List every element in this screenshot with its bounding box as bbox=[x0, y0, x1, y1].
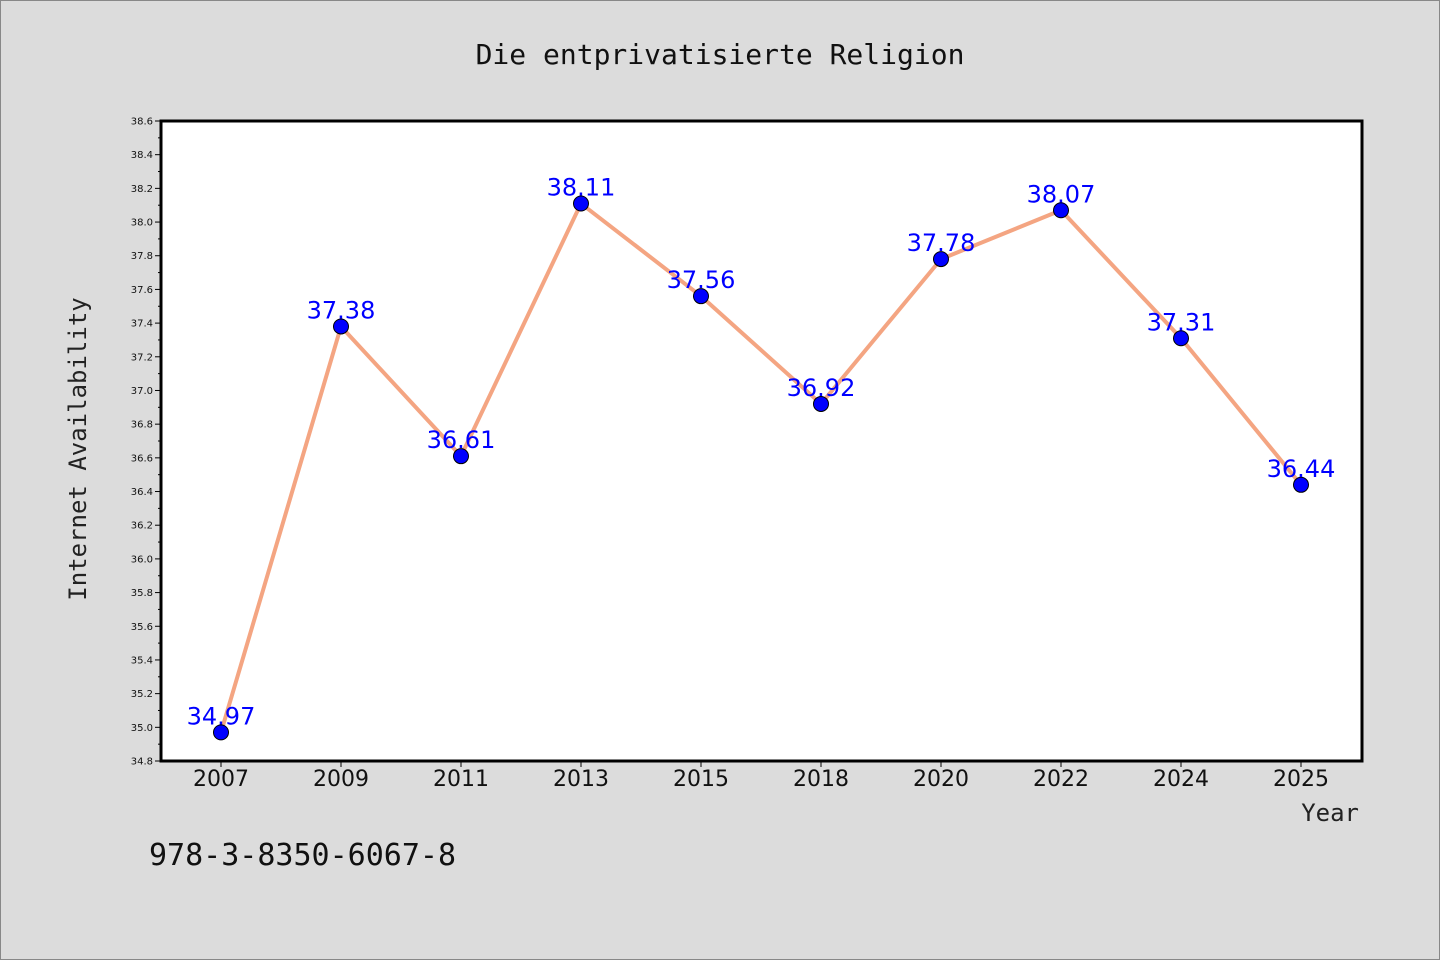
y-tick-label: 36.2 bbox=[131, 521, 153, 532]
data-label: 37.78 bbox=[907, 229, 976, 257]
y-tick-label: 36.6 bbox=[131, 453, 153, 464]
x-axis-ticks: 2007 2009 2011 2013 2015 2018 2020 2022 2024 2025 bbox=[193, 761, 1329, 792]
x-tick-label: 2025 bbox=[1273, 767, 1329, 792]
y-tick-label: 35.0 bbox=[131, 723, 153, 734]
data-label: 37.38 bbox=[307, 296, 376, 324]
y-axis-ticks: 34.8 35.0 35.2 35.4 35.6 35.8 36.0 36.2 36.4 36.6… bbox=[131, 117, 161, 768]
data-label: 36.61 bbox=[427, 426, 496, 454]
y-tick-label: 37.6 bbox=[131, 285, 153, 296]
data-point bbox=[813, 395, 829, 412]
plot-frame bbox=[159, 119, 1364, 763]
isbn-footnote: 978-3-8350-6067-8 bbox=[149, 838, 456, 873]
y-tick-label: 37.0 bbox=[131, 386, 153, 397]
data-point bbox=[1173, 330, 1189, 347]
y-tick-label: 35.8 bbox=[131, 588, 153, 599]
data-label: 37.56 bbox=[667, 266, 736, 294]
x-axis-label: Year bbox=[1301, 799, 1359, 827]
series-line bbox=[219, 201, 1303, 733]
data-label: 36.92 bbox=[787, 374, 856, 402]
data-point bbox=[1053, 202, 1069, 219]
y-tick-label: 38.0 bbox=[131, 218, 153, 229]
x-tick-label: 2011 bbox=[433, 767, 489, 792]
y-tick-label: 37.4 bbox=[131, 319, 153, 330]
y-tick-label: 38.2 bbox=[131, 184, 153, 195]
y-tick-label: 38.4 bbox=[131, 150, 153, 161]
data-label: 38.07 bbox=[1027, 180, 1096, 208]
x-tick-label: 2024 bbox=[1153, 767, 1209, 792]
y-tick-label: 37.2 bbox=[131, 352, 153, 363]
data-label: 34.97 bbox=[187, 702, 256, 730]
y-tick-label: 35.6 bbox=[131, 622, 153, 633]
data-point bbox=[933, 251, 949, 268]
chart-title: Die entprivatisierte Religion bbox=[476, 38, 965, 71]
y-tick-label: 38.6 bbox=[131, 117, 153, 128]
y-tick-label: 35.2 bbox=[131, 689, 153, 700]
data-label: 38.11 bbox=[547, 174, 616, 202]
data-label: 36.44 bbox=[1267, 455, 1336, 483]
data-point bbox=[333, 318, 349, 335]
data-point bbox=[213, 724, 229, 741]
x-tick-label: 2018 bbox=[793, 767, 849, 792]
x-tick-label: 2009 bbox=[313, 767, 369, 792]
y-tick-label: 35.4 bbox=[131, 655, 153, 666]
x-tick-label: 2007 bbox=[193, 767, 249, 792]
y-axis-label: Internet Availability bbox=[64, 297, 92, 600]
data-point bbox=[573, 195, 589, 212]
y-tick-label: 37.8 bbox=[131, 251, 153, 262]
x-tick-label: 2022 bbox=[1033, 767, 1089, 792]
plot-area bbox=[161, 121, 1362, 761]
data-point bbox=[1293, 476, 1309, 493]
y-tick-label: 36.4 bbox=[131, 487, 153, 498]
data-point bbox=[693, 288, 709, 305]
x-tick-label: 2013 bbox=[553, 767, 609, 792]
x-tick-label: 2020 bbox=[913, 767, 969, 792]
y-tick-label: 36.0 bbox=[131, 554, 153, 565]
x-tick-label: 2015 bbox=[673, 767, 729, 792]
y-tick-label: 34.8 bbox=[131, 757, 153, 768]
data-markers bbox=[213, 195, 1309, 741]
y-tick-label: 36.8 bbox=[131, 420, 153, 431]
data-point bbox=[453, 448, 469, 465]
data-labels: 34.97 37.38 36.61 38.11 37.56 36.92 37.78 38.07… bbox=[187, 174, 1336, 731]
data-label: 37.31 bbox=[1147, 308, 1216, 336]
